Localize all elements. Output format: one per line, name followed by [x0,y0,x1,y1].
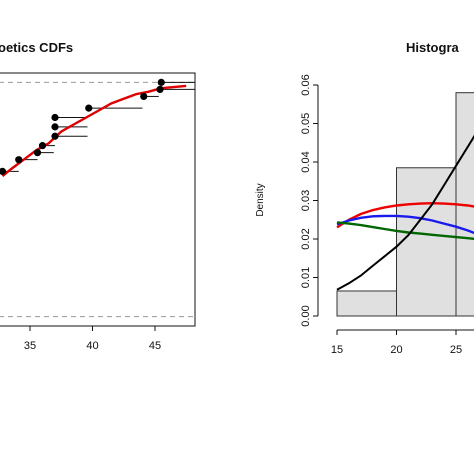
ecdf-point [157,78,165,86]
ecdf-point [38,142,47,150]
histogram-y-tick-label: 0.05 [300,113,312,134]
cdf-x-tick-label: 40 [86,340,98,352]
ecdf-point [15,156,23,164]
histogram-x-tick-label: 15 [331,344,343,356]
cdf-panel: oetics CDFs 35 40 45 [0,40,196,352]
ecdf-point [51,132,59,140]
histogram-y-tick-label: 0.01 [300,267,312,288]
histogram-x-tick-label: 20 [390,344,402,356]
histogram-y-tick-label: 0.00 [300,305,312,326]
histogram-y-tick-label: 0.04 [300,151,312,172]
ecdf-point [140,92,148,101]
density-curve-red [336,201,474,229]
histogram-x-tick-label: 25 [450,344,462,356]
cdf-x-tick-label: 45 [149,340,161,352]
histogram-bar [336,290,397,317]
histogram-y-tick-label: 0.03 [300,190,312,211]
ecdf-point [51,123,59,131]
histogram-ylabel: Density [255,183,266,216]
ecdf-point [51,113,59,122]
ecdf-point [0,167,7,175]
ecdf-point [156,85,164,93]
histogram-y-tick-label: 0.06 [300,74,312,95]
cdf-title: oetics CDFs [0,40,73,55]
cdf-x-tick-label: 35 [24,340,36,352]
histogram-panel: Histogra Density 0.00 0.01 0.02 0.03 0.04 0.0… [255,40,474,356]
histogram-bar [396,167,457,317]
histogram-title: Histogra [406,40,460,55]
ecdf-point [33,149,42,157]
density-curve-green [336,221,474,241]
density-curve-black [336,134,474,291]
density-curve-blue [336,214,474,235]
ecdf-point [85,104,93,112]
histogram-y-tick-label: 0.02 [300,228,312,249]
fitted-cdf-curve [1,84,187,178]
